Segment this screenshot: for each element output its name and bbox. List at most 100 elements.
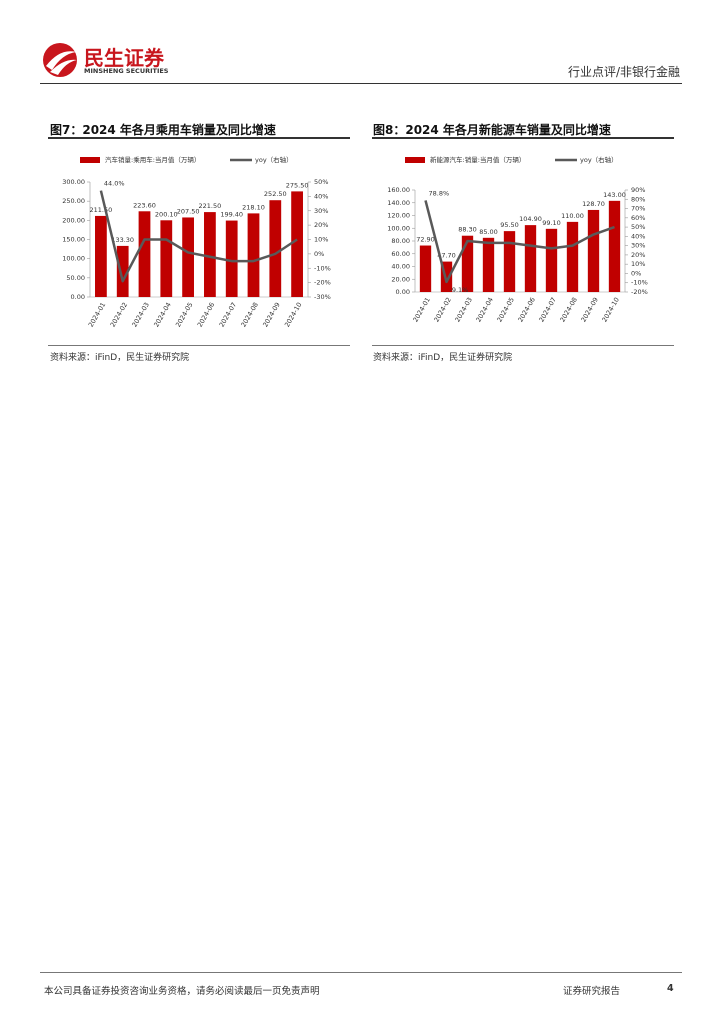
data-label: 104.90 — [519, 215, 542, 223]
bar — [247, 213, 260, 297]
bar — [95, 215, 107, 297]
data-label: 72.90 — [416, 236, 435, 244]
y-tick-label: 100.00 — [62, 255, 85, 263]
x-tick-label: 2024-05 — [174, 301, 195, 329]
x-tick-label: 2024-06 — [196, 301, 217, 329]
yoy-line — [99, 190, 298, 283]
y2-tick-label: 0% — [314, 250, 324, 258]
x-tick-label: 2024-01 — [87, 301, 108, 329]
data-label: 133.30 — [111, 236, 134, 244]
y2-tick-label: 90% — [631, 186, 645, 194]
legend-swatch — [80, 157, 100, 163]
y-tick-label: 160.00 — [387, 186, 410, 194]
bar — [116, 245, 129, 297]
x-tick-label: 2024-03 — [130, 301, 151, 329]
y-tick-label: 300.00 — [62, 178, 85, 186]
data-label: 95.50 — [500, 221, 519, 229]
bar — [608, 200, 621, 292]
logo-cn: 民生证券 — [84, 46, 164, 70]
disclaimer: 本公司具备证券投资咨询业务资格，请务必阅读最后一页免责声明 — [44, 986, 320, 997]
data-label: 252.50 — [264, 190, 287, 198]
data-label: 223.60 — [133, 201, 156, 209]
y2-tick-label: -20% — [314, 279, 331, 287]
y-tick-label: 140.00 — [387, 199, 410, 207]
legend-label: yoy（右轴） — [580, 155, 618, 164]
y-tick-label: 20.00 — [391, 275, 410, 283]
footer-label: 证券研究报告 — [563, 986, 621, 997]
data-label: 211.50 — [90, 206, 113, 214]
y2-tick-label: 30% — [631, 242, 645, 250]
legend-label: yoy（右轴） — [255, 155, 293, 164]
bar — [291, 191, 303, 297]
bar — [461, 235, 474, 292]
bar — [204, 212, 216, 297]
bar — [482, 237, 495, 292]
legend-swatch — [405, 157, 425, 163]
y2-tick-label: 20% — [314, 221, 328, 229]
data-label: 275.50 — [286, 181, 309, 189]
bar — [182, 217, 194, 297]
bar — [138, 211, 151, 297]
chart: 0.00 50.00 100.00 150.00 200.00 250.00 300.00 -… — [62, 155, 331, 329]
data-label: 47.70 — [437, 252, 456, 260]
y-tick-label: 0.00 — [71, 293, 85, 301]
legend-label: 汽车销量:乘用车:当月值（万辆） — [105, 155, 200, 164]
data-label: 143.00 — [603, 191, 626, 199]
bar — [524, 225, 537, 292]
y2-tick-label: -20% — [631, 288, 648, 296]
y2-tick-label: 70% — [631, 205, 645, 213]
data-label: 44.0% — [104, 180, 125, 188]
y-tick-label: 100.00 — [387, 224, 410, 232]
x-tick-label: 2024-10 — [600, 296, 621, 324]
report-category: 行业点评/非银行金融 — [567, 65, 680, 79]
bar — [587, 209, 600, 292]
y-tick-label: 60.00 — [391, 250, 410, 258]
bar — [269, 200, 282, 297]
y-tick-label: 0.00 — [396, 288, 410, 296]
figure-title: 图7：2024 年各月乘用车销量及同比增速 — [50, 123, 276, 137]
data-label: 200.10 — [155, 210, 178, 218]
y2-tick-label: 50% — [314, 178, 328, 186]
legend-label: 新能源汽车:销量:当月值（万辆） — [430, 155, 525, 164]
bar — [225, 220, 238, 297]
data-label: 99.10 — [542, 219, 561, 227]
figure-title: 图8：2024 年各月新能源车销量及同比增速 — [373, 123, 611, 137]
x-tick-label: 2024-04 — [152, 301, 173, 329]
y-tick-label: 40.00 — [391, 263, 410, 271]
chart: 0.00 20.00 40.00 60.00 80.00 100.00 120.00 140.… — [387, 155, 648, 324]
bar — [440, 261, 453, 292]
x-tick-label: 2024-10 — [283, 301, 304, 329]
y2-tick-label: 40% — [314, 192, 328, 200]
data-label: 207.50 — [177, 207, 200, 215]
x-tick-label: 2024-04 — [474, 296, 495, 324]
yoy-line — [424, 200, 615, 284]
data-label: 218.10 — [242, 203, 265, 211]
x-tick-label: 2024-08 — [239, 301, 260, 329]
page-number: 4 — [667, 983, 674, 994]
data-label: 221.50 — [199, 202, 222, 210]
y2-tick-label: 50% — [631, 223, 645, 231]
bar — [503, 231, 516, 292]
y2-tick-label: 40% — [631, 232, 645, 240]
source-rule — [48, 345, 350, 346]
y2-tick-label: -30% — [314, 293, 331, 301]
figure-source: 资料来源：iFinD，民生证券研究院 — [373, 353, 513, 363]
x-tick-label: 2024-06 — [516, 296, 537, 324]
y2-tick-label: 80% — [631, 195, 645, 203]
x-tick-label: 2024-07 — [537, 296, 558, 324]
data-label: -9.1% — [450, 286, 469, 294]
y-tick-label: 150.00 — [62, 236, 85, 244]
bar — [566, 221, 579, 292]
bar — [160, 220, 173, 297]
title-rule — [48, 137, 350, 139]
logo-en: MINSHENG SECURITIES — [84, 67, 169, 75]
y2-tick-label: 10% — [314, 236, 328, 244]
x-tick-label: 2024-02 — [432, 296, 453, 324]
x-tick-label: 2024-09 — [261, 301, 282, 329]
x-tick-label: 2024-02 — [109, 301, 130, 329]
data-label: 199.40 — [220, 211, 243, 219]
x-tick-label: 2024-08 — [558, 296, 579, 324]
bar — [545, 228, 558, 292]
header-rule — [40, 83, 682, 84]
